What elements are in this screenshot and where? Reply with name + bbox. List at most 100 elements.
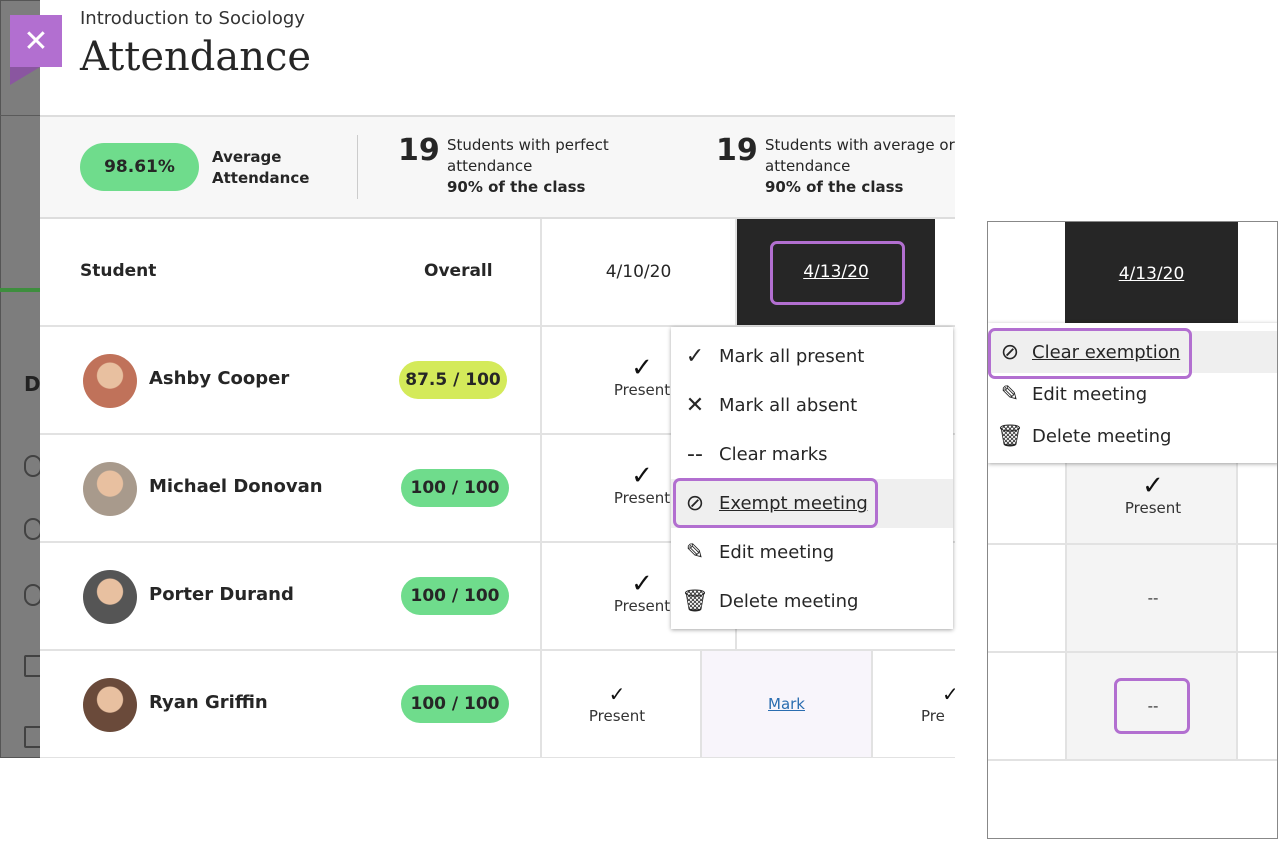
average-attendance-badge: 98.61% bbox=[80, 143, 199, 191]
focus-highlight bbox=[673, 478, 878, 528]
present-mark: ✓ Pre bbox=[898, 681, 955, 725]
avatar bbox=[83, 570, 137, 624]
student-column-header[interactable]: Student bbox=[80, 261, 157, 281]
date-header-4-10[interactable]: 4/10/20 bbox=[542, 219, 737, 325]
check-icon: ✓ bbox=[942, 682, 955, 706]
overall-score-badge[interactable]: 87.5 / 100 bbox=[399, 361, 507, 399]
attendance-cell[interactable]: ✓Present bbox=[542, 651, 702, 757]
menu-item-label: Mark all absent bbox=[719, 395, 858, 416]
menu-item-delete-meeting[interactable]: 🗑 Delete meeting bbox=[988, 415, 1277, 457]
student-name[interactable]: Ashby Cooper bbox=[149, 368, 290, 389]
meeting-options-menu: ✓ Mark all present ✕ Mark all absent -- Clear… bbox=[671, 327, 953, 629]
background-heading: D bbox=[24, 372, 41, 396]
menu-item-edit-meeting[interactable]: ✎ Edit meeting bbox=[988, 373, 1277, 415]
exempted-meeting-menu: ⊘ Clear exemption ✎ Edit meeting 🗑 Delete mee… bbox=[988, 323, 1277, 463]
menu-item-label: Delete meeting bbox=[1032, 425, 1172, 447]
menu-item-clear-exemption[interactable]: ⊘ Clear exemption bbox=[988, 331, 1277, 373]
mark-label: -- bbox=[1147, 697, 1159, 715]
student-header-cell: Student Overall bbox=[40, 219, 542, 325]
menu-item-label: Clear exemption bbox=[1032, 341, 1181, 363]
average-pct: 90% of the class bbox=[765, 178, 904, 196]
menu-item-mark-all-absent[interactable]: ✕ Mark all absent bbox=[671, 381, 953, 430]
check-icon: ✓ bbox=[631, 461, 653, 491]
dashes-icon: -- bbox=[687, 442, 703, 467]
trash-icon: 🗑 bbox=[996, 423, 1024, 449]
average-attendance-label: Average Attendance bbox=[212, 148, 310, 187]
table-header: Student Overall 4/10/20 4/13/20 bbox=[40, 219, 955, 327]
student-name[interactable]: Michael Donovan bbox=[149, 476, 323, 497]
overall-column-header[interactable]: Overall bbox=[424, 261, 493, 281]
date-label[interactable]: 4/13/20 bbox=[803, 262, 869, 282]
average-count: 19 bbox=[716, 133, 758, 168]
student-name[interactable]: Ryan Griffin bbox=[149, 692, 268, 713]
table-row: Michael Donovan 100 / 100 ✓ Present bbox=[40, 435, 955, 543]
present-mark: ✓Present bbox=[1103, 473, 1203, 517]
menu-item-clear-marks[interactable]: -- Clear marks bbox=[671, 430, 953, 479]
focus-highlight bbox=[988, 328, 1192, 379]
present-mark: ✓Present bbox=[567, 681, 667, 725]
close-button[interactable]: ✕ bbox=[10, 15, 62, 67]
check-icon: ✓ bbox=[685, 344, 705, 369]
menu-item-exempt-meeting[interactable]: ⊘ Exempt meeting bbox=[671, 479, 953, 528]
mark-label: -- bbox=[1147, 589, 1159, 607]
divider bbox=[357, 135, 358, 199]
prohibited-icon: ⊘ bbox=[685, 491, 705, 516]
student-cell: Michael Donovan 100 / 100 bbox=[40, 435, 542, 541]
inset-row: -- bbox=[988, 653, 1277, 761]
course-name: Introduction to Sociology bbox=[80, 8, 305, 29]
average-label-2: attendance bbox=[765, 157, 851, 175]
pencil-icon: ✎ bbox=[685, 540, 705, 565]
overall-score-badge[interactable]: 100 / 100 bbox=[401, 577, 509, 615]
mark-label: Present bbox=[613, 597, 671, 615]
focus-highlight bbox=[770, 241, 905, 305]
menu-item-mark-all-present[interactable]: ✓ Mark all present bbox=[671, 332, 953, 381]
prohibited-icon: ⊘ bbox=[1000, 339, 1020, 365]
menu-item-delete-meeting[interactable]: 🗑 Delete meeting bbox=[671, 577, 953, 626]
inset-header-row: 4/13/20 bbox=[988, 222, 1277, 325]
menu-item-edit-meeting[interactable]: ✎ Edit meeting bbox=[671, 528, 953, 577]
student-cell: Ryan Griffin 100 / 100 bbox=[40, 651, 542, 757]
page-title: Attendance bbox=[80, 34, 312, 80]
focus-highlight bbox=[1114, 678, 1190, 734]
pencil-icon: ✎ bbox=[1000, 381, 1020, 407]
divider bbox=[0, 115, 40, 116]
attendance-cell[interactable]: Mark bbox=[702, 651, 873, 757]
mark-label: Present bbox=[613, 489, 671, 507]
stats-bar: 98.61% Average Attendance 19 Students wi… bbox=[40, 115, 955, 219]
x-icon: ✕ bbox=[685, 393, 705, 418]
inset-exempted-view: 4/13/20 ✓Present✓Present -- -- ⊘ Clear exem… bbox=[987, 221, 1278, 839]
menu-item-label: Exempt meeting bbox=[719, 493, 868, 514]
mark-label: Present bbox=[613, 381, 671, 399]
table-row: Ryan Griffin 100 / 100 ✓ Present Mark ✓ Pr… bbox=[40, 651, 955, 758]
attendance-cell[interactable]: -- bbox=[1065, 653, 1238, 759]
perfect-stat: Students with perfect attendance 90% of t… bbox=[447, 135, 647, 198]
attendance-cell[interactable]: -- bbox=[1065, 545, 1238, 651]
date-header-4-13[interactable]: 4/13/20 bbox=[1065, 222, 1238, 325]
date-label[interactable]: 4/13/20 bbox=[1118, 263, 1185, 284]
attendance-cell[interactable]: ✓ Pre bbox=[873, 651, 955, 757]
present-mark: ✓Present bbox=[592, 355, 692, 399]
perfect-pct: 90% of the class bbox=[447, 178, 586, 196]
perfect-label: Students with perfect attendance bbox=[447, 136, 609, 175]
check-icon: ✓ bbox=[608, 682, 626, 706]
check-icon: ✓ bbox=[631, 353, 653, 383]
inset-row: -- bbox=[988, 545, 1277, 653]
avatar bbox=[83, 462, 137, 516]
progress-line bbox=[0, 288, 40, 292]
present-mark: ✓Present bbox=[592, 463, 692, 507]
table-row: Porter Durand 100 / 100 ✓ Present bbox=[40, 543, 955, 651]
present-mark: ✓Present bbox=[592, 571, 692, 615]
avatar bbox=[83, 678, 137, 732]
mark-link[interactable]: Mark bbox=[768, 695, 805, 713]
perfect-count: 19 bbox=[398, 133, 440, 168]
overall-score-badge[interactable]: 100 / 100 bbox=[401, 685, 509, 723]
average-stat: Students with average or a attendance 90% … bbox=[765, 135, 955, 198]
mark-label: Present bbox=[588, 707, 646, 725]
table-row: Ashby Cooper 87.5 / 100 ✓ Present bbox=[40, 327, 955, 435]
overall-score-badge[interactable]: 100 / 100 bbox=[401, 469, 509, 507]
mark-label: Present bbox=[1124, 499, 1182, 517]
menu-item-label: Edit meeting bbox=[1032, 383, 1148, 405]
student-name[interactable]: Porter Durand bbox=[149, 584, 294, 605]
average-label: Students with average or a bbox=[765, 136, 955, 154]
check-icon: ✓ bbox=[631, 569, 653, 599]
